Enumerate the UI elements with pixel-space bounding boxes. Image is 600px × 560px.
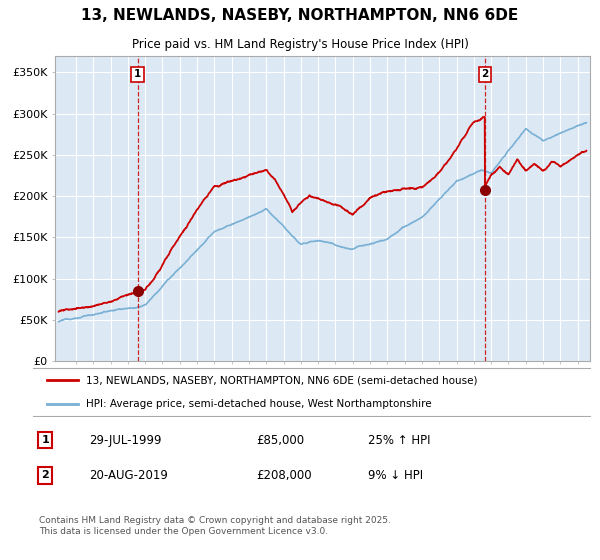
Text: Price paid vs. HM Land Registry's House Price Index (HPI): Price paid vs. HM Land Registry's House … bbox=[131, 38, 469, 52]
Text: 13, NEWLANDS, NASEBY, NORTHAMPTON, NN6 6DE (semi-detached house): 13, NEWLANDS, NASEBY, NORTHAMPTON, NN6 6… bbox=[86, 375, 478, 385]
Text: Contains HM Land Registry data © Crown copyright and database right 2025.
This d: Contains HM Land Registry data © Crown c… bbox=[38, 516, 391, 536]
FancyBboxPatch shape bbox=[30, 368, 593, 416]
Text: 9% ↓ HPI: 9% ↓ HPI bbox=[368, 469, 423, 482]
Text: 2: 2 bbox=[41, 470, 49, 480]
Text: £85,000: £85,000 bbox=[256, 434, 304, 447]
Text: HPI: Average price, semi-detached house, West Northamptonshire: HPI: Average price, semi-detached house,… bbox=[86, 399, 431, 409]
Text: 1: 1 bbox=[134, 69, 142, 79]
Text: 25% ↑ HPI: 25% ↑ HPI bbox=[368, 434, 430, 447]
Text: 13, NEWLANDS, NASEBY, NORTHAMPTON, NN6 6DE: 13, NEWLANDS, NASEBY, NORTHAMPTON, NN6 6… bbox=[82, 8, 518, 23]
Text: 2: 2 bbox=[481, 69, 488, 79]
Text: 1: 1 bbox=[41, 435, 49, 445]
Text: 29-JUL-1999: 29-JUL-1999 bbox=[89, 434, 161, 447]
Text: 20-AUG-2019: 20-AUG-2019 bbox=[89, 469, 167, 482]
Text: £208,000: £208,000 bbox=[256, 469, 312, 482]
